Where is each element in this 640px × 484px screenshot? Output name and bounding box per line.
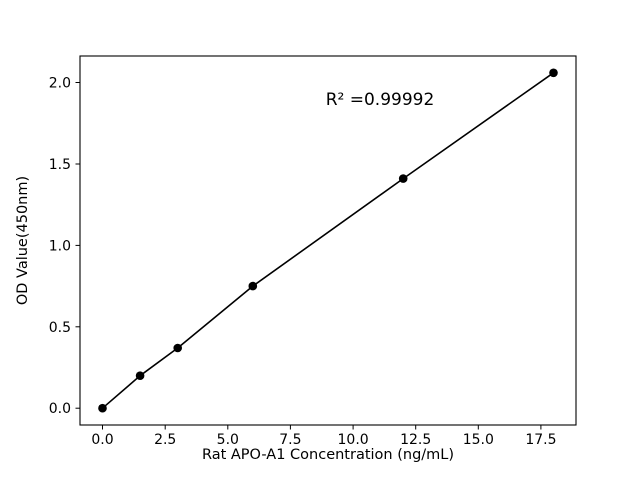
y-tick-label: 0.5 [49,320,71,336]
data-point [248,281,258,291]
y-tick-label: 2.0 [49,76,71,92]
x-tick-label: 15.0 [463,432,494,448]
data-point [135,371,145,381]
y-tick-label: 0.0 [49,401,71,417]
x-tick-label: 7.5 [279,432,301,448]
data-point [98,403,107,413]
plot-spines [79,55,577,426]
x-tick-label: 17.5 [525,432,556,448]
standard-curve-line [101,72,554,409]
y-tick-label: 1.5 [49,157,71,173]
x-tick-label: 0.0 [91,432,113,448]
x-tick-label: 10.0 [338,432,369,448]
x-tick-label: 12.5 [400,432,431,448]
data-point [549,68,558,78]
data-point [173,343,182,353]
x-tick-label: 5.0 [217,432,239,448]
data-point [398,174,408,183]
y-axis-label: OD Value(450nm) [15,176,31,305]
x-tick-label: 2.5 [154,432,176,448]
y-tick-label: 1.0 [49,238,71,254]
r-squared-annotation: R² =0.99992 [326,90,435,110]
x-axis-label: Rat APO-A1 Concentration (ng/mL) [202,447,454,463]
